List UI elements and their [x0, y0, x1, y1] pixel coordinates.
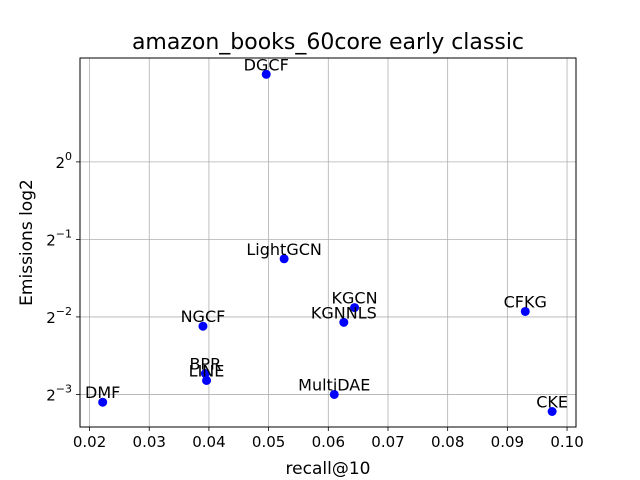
y-tick-exponent: −2 [56, 305, 72, 318]
data-point-dmf [98, 397, 108, 407]
y-tick-label: 2−3 [46, 382, 72, 404]
x-tick-label: 0.05 [252, 433, 285, 451]
y-tick-base: 2 [46, 309, 56, 327]
point-label-cfkg: CFKG [504, 292, 547, 311]
y-tick-label: 2−1 [46, 227, 72, 249]
point-label-kgnnls: KGNNLS [311, 303, 377, 322]
data-point-multidae [329, 389, 339, 399]
y-tick-base: 2 [46, 231, 56, 249]
data-point-kgnnls [339, 317, 349, 327]
data-point-lightgcn [279, 254, 289, 264]
x-tick-label: 0.04 [192, 433, 225, 451]
x-axis-label: recall@10 [286, 459, 371, 479]
x-tick-label: 0.09 [491, 433, 524, 451]
point-label-multidae: MultiDAE [298, 375, 370, 394]
y-tick-exponent: 0 [65, 150, 72, 163]
y-tick-label: 20 [55, 150, 72, 172]
point-label-lightgcn: LightGCN [246, 240, 321, 259]
point-label-kgcn: KGCN [332, 289, 378, 308]
y-tick-exponent: −3 [56, 382, 72, 395]
data-point-line [202, 375, 212, 385]
y-tick-label: 2−2 [46, 305, 72, 327]
x-tick-label: 0.07 [371, 433, 404, 451]
point-label-dgcf: DGCF [244, 55, 289, 74]
data-points [98, 69, 557, 416]
x-tick-label: 0.08 [431, 433, 464, 451]
data-point-dgcf [261, 69, 271, 79]
point-label-line: LINE [189, 361, 225, 380]
data-point-cfkg [520, 306, 530, 316]
axis-ticks: 0.02 0.03 0.04 0.05 0.06 0.07 0.08 0.09 0.10202−… [46, 150, 584, 451]
y-tick-base: 2 [55, 154, 65, 172]
x-tick-label: 0.10 [550, 433, 583, 451]
point-label-bpr: BPR [189, 355, 221, 374]
data-point-ngcf [198, 321, 208, 331]
y-tick-base: 2 [46, 386, 56, 404]
data-point-kgcn [350, 303, 360, 313]
y-axis-label: Emissions log2 [17, 179, 37, 306]
y-tick-exponent: −1 [56, 227, 72, 240]
data-point-bpr [200, 369, 210, 379]
data-point-cke [547, 406, 557, 416]
plot-area-frame [79, 57, 577, 428]
x-tick-label: 0.02 [73, 433, 106, 451]
point-label-dmf: DMF [85, 383, 120, 402]
chart-title: amazon_books_60core early classic [132, 30, 524, 55]
point-label-cke: CKE [536, 392, 568, 411]
x-tick-label: 0.03 [133, 433, 166, 451]
point-label-ngcf: NGCF [181, 307, 226, 326]
grid [80, 58, 576, 427]
x-tick-label: 0.06 [312, 433, 345, 451]
